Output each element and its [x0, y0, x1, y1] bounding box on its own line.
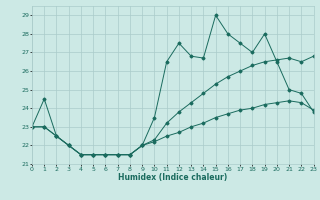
- X-axis label: Humidex (Indice chaleur): Humidex (Indice chaleur): [118, 173, 228, 182]
